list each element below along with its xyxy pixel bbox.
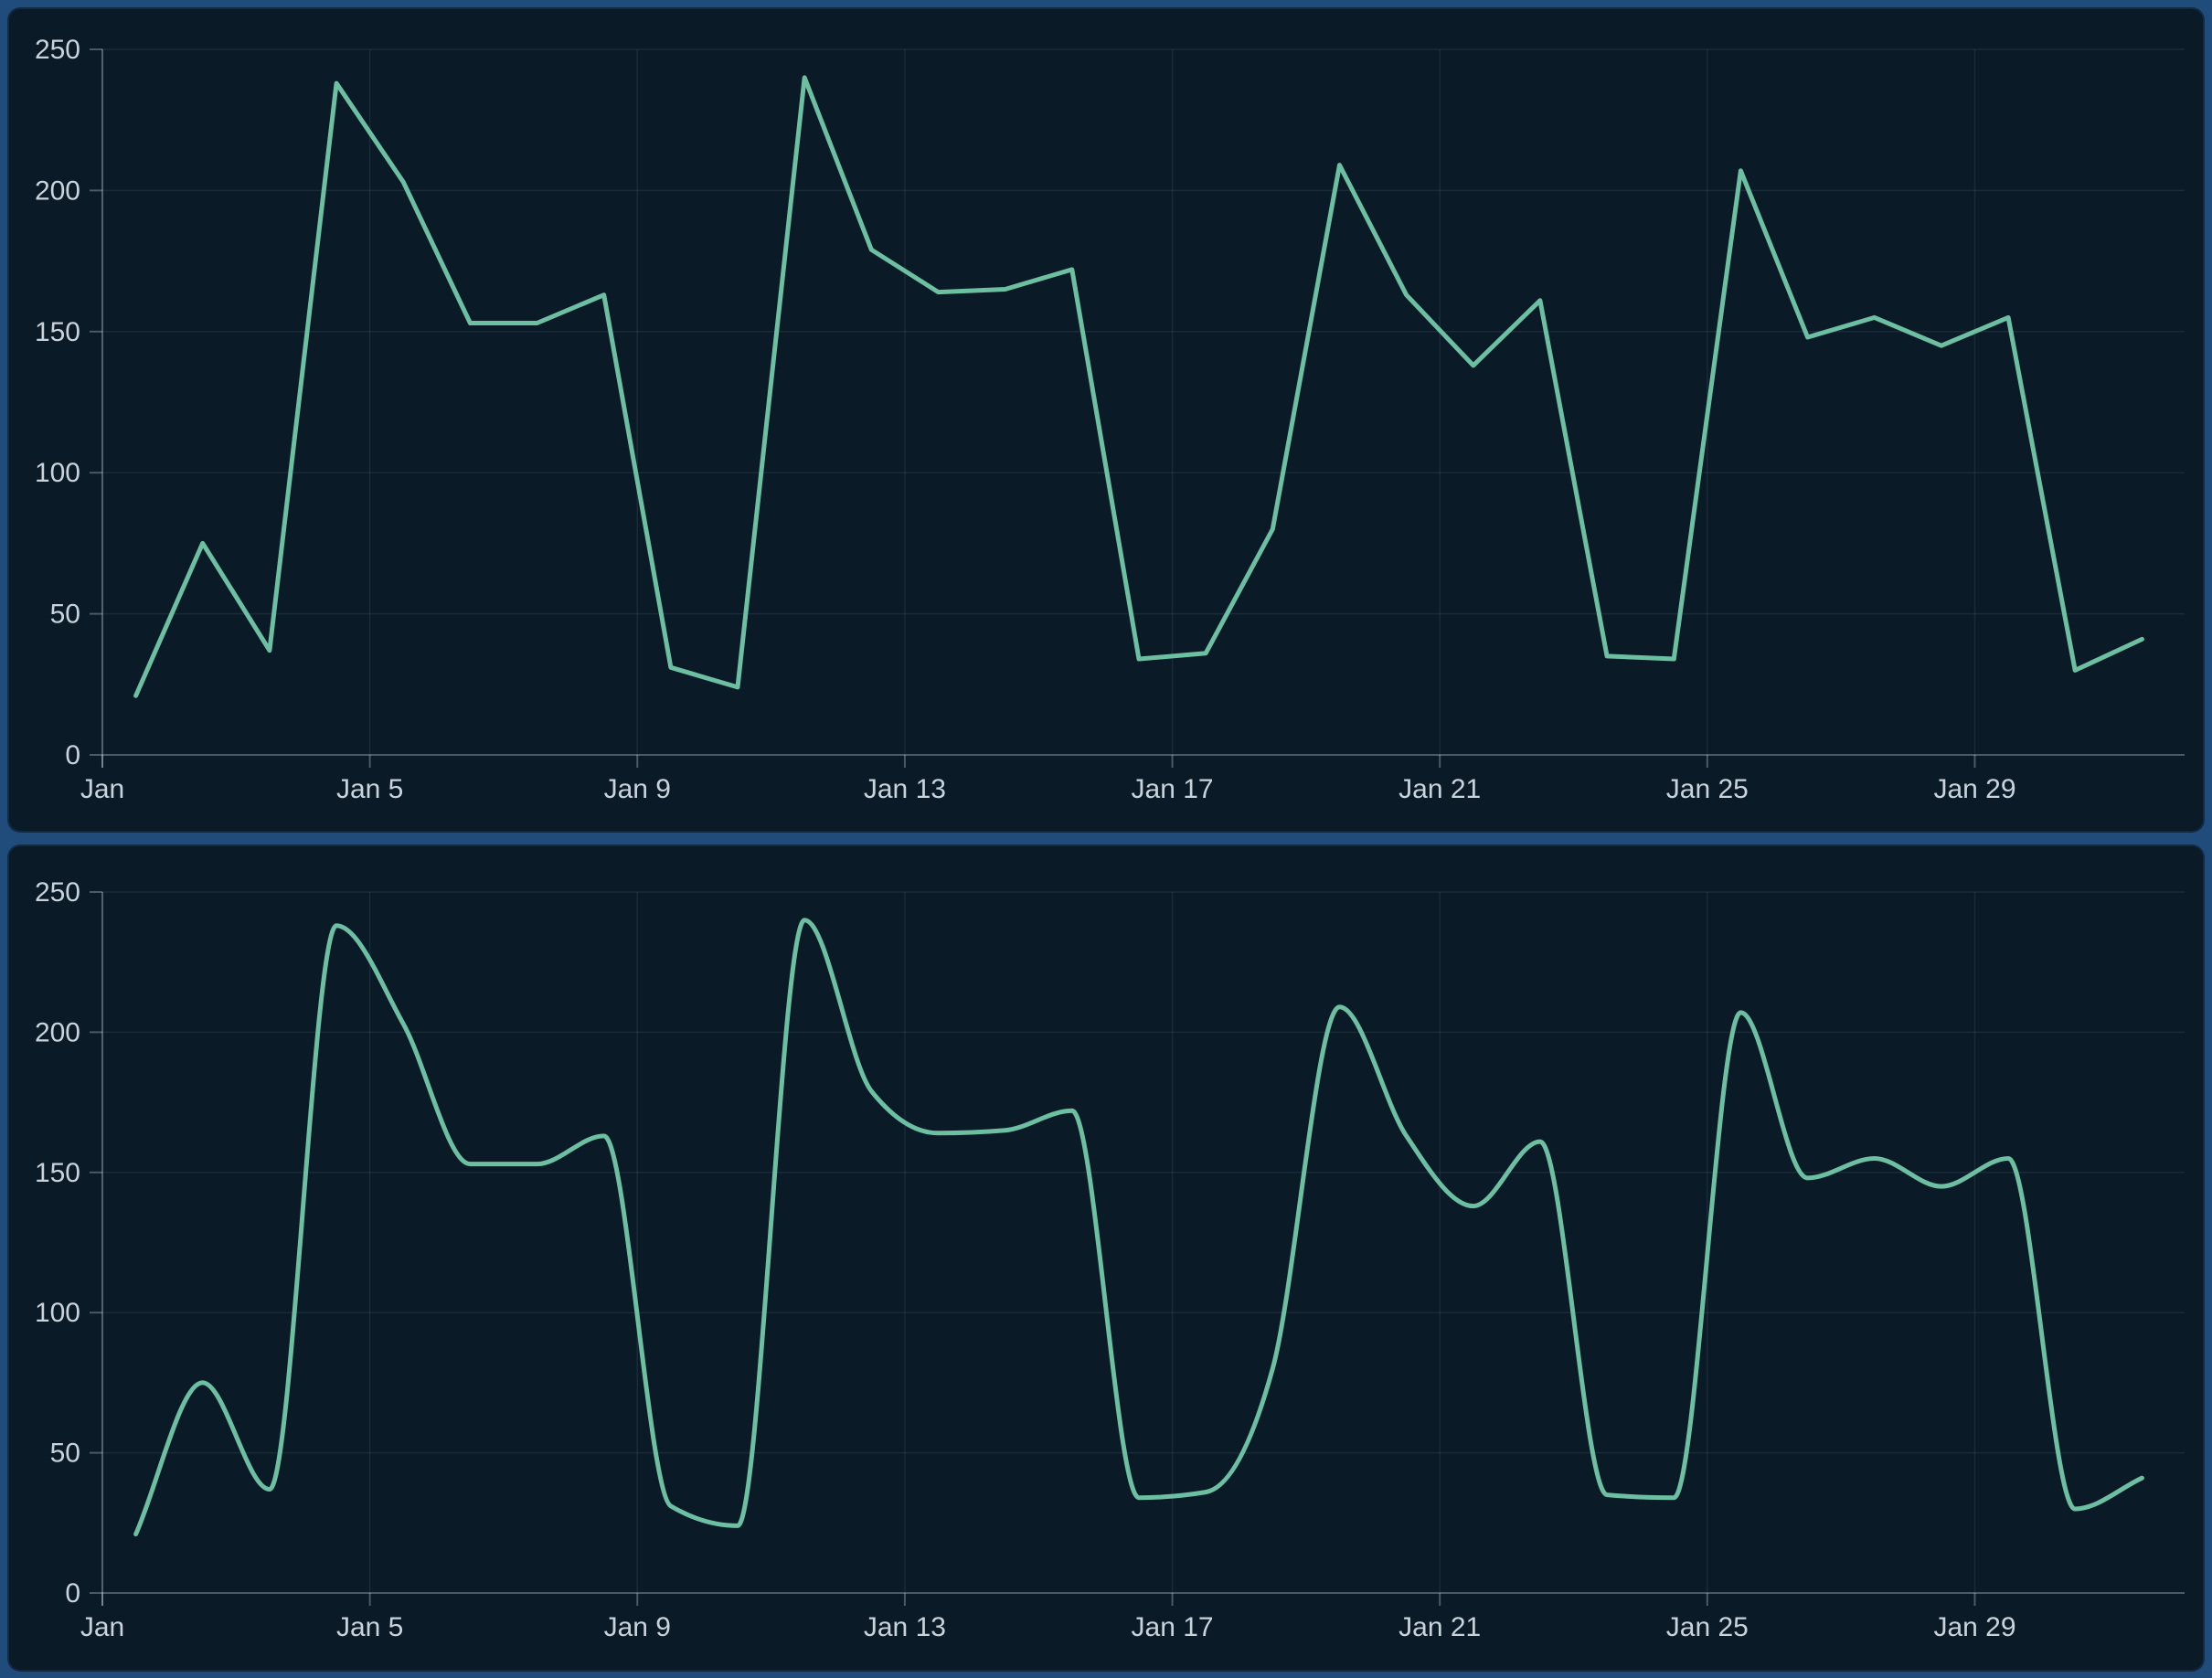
- y-tick-label: 100: [35, 1298, 80, 1328]
- y-tick-label: 150: [35, 1158, 80, 1188]
- chart-panel-smooth: 0 50 100 150 200 250 Jan Jan 5 Jan 9 Jan 13 Jan 17…: [9, 846, 2203, 1670]
- x-tick-label: Jan 21: [1398, 1612, 1481, 1642]
- y-tick-label: 50: [50, 600, 80, 630]
- y-tick-label: 200: [35, 1017, 80, 1047]
- y-tick-label: 250: [35, 877, 80, 908]
- series-line: [133, 918, 2144, 1537]
- x-tick-label: Jan 25: [1666, 774, 1749, 804]
- y-tick-label: 0: [65, 740, 80, 770]
- y-tick-label: 0: [65, 1578, 80, 1609]
- y-tick-label: 150: [35, 317, 80, 347]
- series-line: [133, 75, 2144, 698]
- x-tick-label: Jan 25: [1666, 1612, 1749, 1642]
- x-tick-label: Jan 13: [864, 774, 946, 804]
- x-tick-label: Jan 29: [1933, 1612, 2015, 1642]
- y-tick-label: 250: [35, 35, 80, 65]
- x-tick-label: Jan 13: [864, 1612, 946, 1642]
- y-tick-label: 200: [35, 175, 80, 206]
- x-tick-label: Jan 21: [1398, 774, 1481, 804]
- x-tick-label: Jan 29: [1933, 774, 2015, 804]
- chart-panel-linear: 0 50 100 150 200 250 Jan Jan 5 Jan 9 Jan 13 Jan 17…: [9, 9, 2203, 831]
- x-tick-label: Jan: [80, 774, 124, 804]
- x-tick-label: Jan: [80, 1612, 124, 1642]
- line-chart-linear[interactable]: 0 50 100 150 200 250 Jan Jan 5 Jan 9 Jan 13 Jan 17…: [9, 9, 2203, 831]
- x-tick-label: Jan 9: [604, 1612, 671, 1642]
- y-tick-label: 50: [50, 1439, 80, 1469]
- x-tick-label: Jan 5: [336, 1612, 403, 1642]
- y-tick-label: 100: [35, 458, 80, 488]
- x-tick-label: Jan 17: [1132, 774, 1214, 804]
- x-tick-label: Jan 9: [604, 774, 671, 804]
- x-tick-label: Jan 17: [1132, 1612, 1214, 1642]
- line-chart-smooth[interactable]: 0 50 100 150 200 250 Jan Jan 5 Jan 9 Jan 13 Jan 17…: [9, 846, 2203, 1670]
- x-tick-label: Jan 5: [336, 774, 403, 804]
